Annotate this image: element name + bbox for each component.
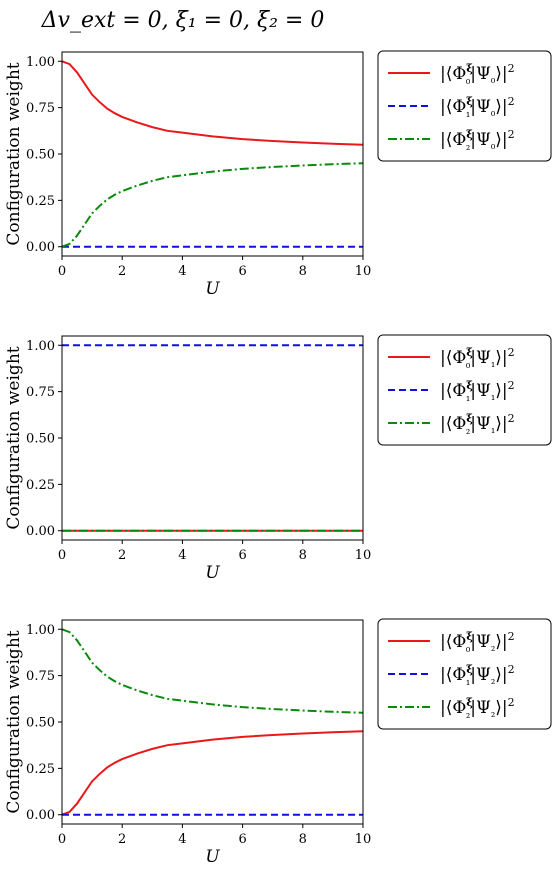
x-tick-label: 6 <box>238 832 246 847</box>
x-tick-label: 2 <box>118 548 126 563</box>
x-tick-label: 8 <box>299 832 307 847</box>
legend: |⟨Φξ ₀|Ψ₀⟩|2 |⟨Φξ ₁|Ψ₀⟩|2 |⟨Φξ ₂|Ψ₀⟩|2 <box>377 50 552 162</box>
y-tick-label: 0.75 <box>26 669 55 684</box>
y-tick-label: 0.50 <box>26 716 55 731</box>
chart-panel-2: 0 2 4 6 8 10 0.00 0.25 0.50 0.75 1.00 U Configuratio… <box>4 334 552 583</box>
series-line-0 <box>61 730 364 816</box>
x-tick-label: 6 <box>238 548 246 563</box>
y-tick-label: 0.00 <box>26 808 55 823</box>
series-line-2 <box>61 162 364 248</box>
legend-label: |⟨Φξ ₂|Ψ₀⟩|2 <box>440 128 515 153</box>
x-tick-label: 0 <box>58 832 66 847</box>
x-tick-label: 4 <box>178 832 186 847</box>
y-tick-label: 0.25 <box>26 194 55 209</box>
y-tick-label: 1.00 <box>26 55 55 70</box>
figure-title: Δv_ext = 0, ξ₁ = 0, ξ₂ = 0 <box>41 8 325 33</box>
y-tick-label: 0.00 <box>26 524 55 539</box>
x-axis-label: U <box>205 563 220 583</box>
legend-label: |⟨Φξ ₁|Ψ₀⟩|2 <box>440 95 515 120</box>
x-axis-label: U <box>205 847 220 867</box>
legend-label: |⟨Φξ ₀|Ψ₀⟩|2 <box>440 62 515 87</box>
y-tick-label: 0.75 <box>26 385 55 400</box>
y-tick-label: 0.75 <box>26 101 55 116</box>
legend-label: |⟨Φξ ₁|Ψ₁⟩|2 <box>440 379 515 404</box>
legend: |⟨Φξ ₀|Ψ₁⟩|2 |⟨Φξ ₁|Ψ₁⟩|2 |⟨Φξ ₂|Ψ₁⟩|2 <box>377 334 552 446</box>
legend: |⟨Φξ ₀|Ψ₂⟩|2 |⟨Φξ ₁|Ψ₂⟩|2 |⟨Φξ ₂|Ψ₂⟩|2 <box>377 618 552 730</box>
plot-frame <box>61 51 364 257</box>
legend-label: |⟨Φξ ₁|Ψ₂⟩|2 <box>440 663 515 688</box>
y-tick-label: 0.25 <box>26 478 55 493</box>
plot-frame <box>61 619 364 825</box>
y-tick-label: 0.00 <box>26 240 55 255</box>
x-tick-label: 10 <box>355 264 372 279</box>
series-line-0 <box>61 60 364 146</box>
series-line-2 <box>61 628 364 714</box>
y-axis-label: Configuration weight <box>4 62 24 245</box>
x-tick-label: 10 <box>355 832 372 847</box>
legend-box <box>377 50 552 162</box>
x-tick-label: 2 <box>118 264 126 279</box>
x-tick-label: 10 <box>355 548 372 563</box>
x-tick-label: 4 <box>178 264 186 279</box>
x-tick-label: 6 <box>238 264 246 279</box>
x-tick-label: 0 <box>58 264 66 279</box>
y-tick-label: 0.50 <box>26 432 55 447</box>
x-tick-label: 4 <box>178 548 186 563</box>
y-tick-label: 1.00 <box>26 339 55 354</box>
y-tick-label: 1.00 <box>26 623 55 638</box>
x-tick-label: 8 <box>299 548 307 563</box>
y-tick-label: 0.50 <box>26 148 55 163</box>
legend-label: |⟨Φξ ₀|Ψ₂⟩|2 <box>440 630 515 655</box>
chart-panel-3: 0 2 4 6 8 10 0.00 0.25 0.50 0.75 1.00 U Configuratio… <box>4 618 552 867</box>
plot-frame <box>61 335 364 541</box>
x-tick-label: 0 <box>58 548 66 563</box>
y-axis-label: Configuration weight <box>4 630 24 813</box>
x-tick-label: 8 <box>299 264 307 279</box>
legend-label: |⟨Φξ ₀|Ψ₁⟩|2 <box>440 346 515 371</box>
legend-label: |⟨Φξ ₂|Ψ₂⟩|2 <box>440 696 515 721</box>
chart-panel-1: 0 2 4 6 8 10 0.00 0.25 0.50 0.75 1.00 U Configuratio… <box>4 50 552 299</box>
x-tick-label: 2 <box>118 832 126 847</box>
y-axis-label: Configuration weight <box>4 346 24 529</box>
x-axis-label: U <box>205 279 220 299</box>
legend-label: |⟨Φξ ₂|Ψ₁⟩|2 <box>440 412 515 437</box>
y-tick-label: 0.25 <box>26 762 55 777</box>
legend-box <box>377 334 552 446</box>
legend-box <box>377 618 552 730</box>
